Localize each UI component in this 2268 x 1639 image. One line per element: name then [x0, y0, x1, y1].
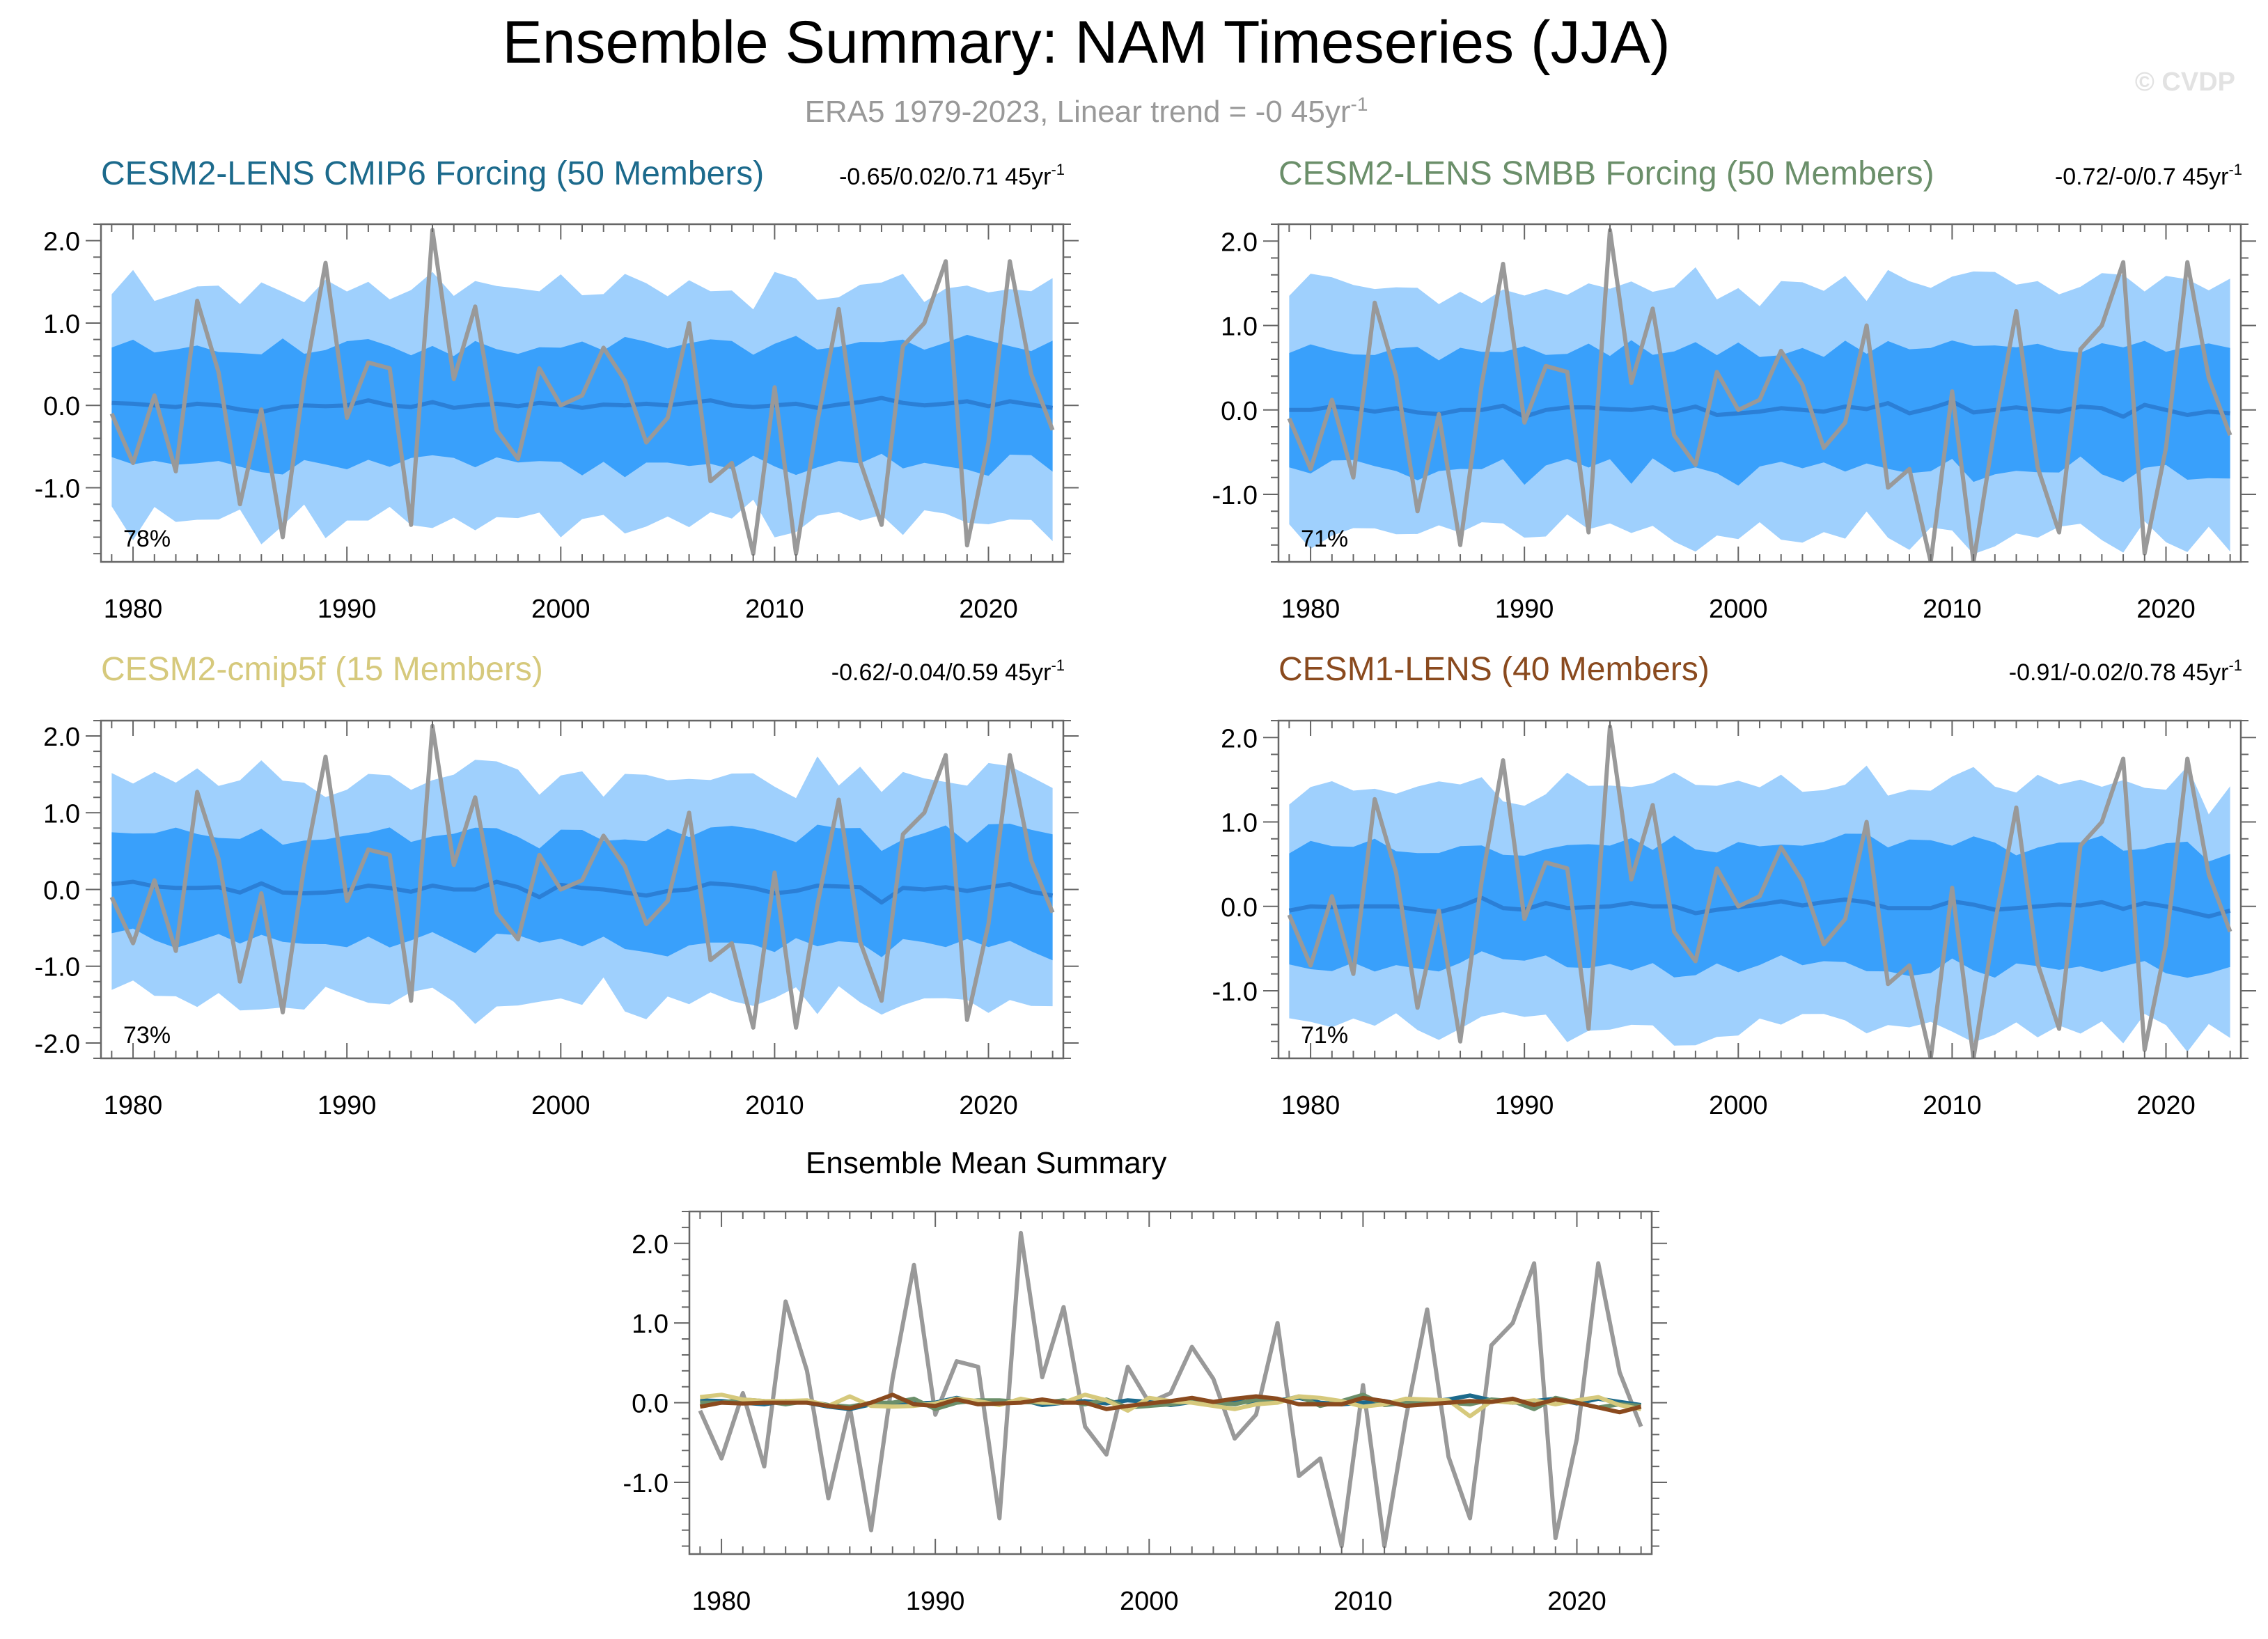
x-tick-label: 2020	[1547, 1587, 1606, 1616]
x-tick-label: 1980	[692, 1587, 751, 1616]
y-tick-label: 2.0	[632, 1230, 668, 1260]
era5-observed-line	[109, 723, 1055, 1030]
x-tick-label: 1980	[1281, 595, 1340, 624]
cvdp-watermark: © CVDP	[2135, 68, 2235, 97]
y-tick-label: 0.0	[1221, 397, 1258, 426]
x-tick-label: 2000	[1709, 595, 1768, 624]
y-tick-label: -1.0	[1212, 978, 1258, 1007]
y-tick-label: 2.0	[1221, 228, 1258, 257]
within-range-percentage: 71%	[1301, 1022, 1348, 1049]
x-tick-label: 2010	[1334, 1587, 1393, 1616]
x-tick-label: 2000	[531, 595, 591, 624]
y-tick-label: 1.0	[1221, 809, 1258, 838]
y-tick-label: 1.0	[632, 1310, 668, 1339]
ensemble-mean-line-cesm1-lens	[699, 1393, 1642, 1415]
trend-range-label: -0.62/-0.04/0.59 45yr-1	[831, 657, 1065, 686]
figure-subtitle: ERA5 1979-2023, Linear trend = -0 45yr-1	[805, 93, 1368, 129]
y-tick-label: -1.0	[623, 1469, 668, 1498]
x-tick-label: 2020	[2136, 1091, 2196, 1120]
y-tick-label: 0.0	[43, 877, 80, 906]
y-tick-label: 1.0	[43, 310, 80, 339]
trend-range-label: -0.72/-0/0.7 45yr-1	[2055, 161, 2242, 190]
y-tick-label: -1.0	[1212, 481, 1258, 510]
x-tick-label: 2010	[1923, 595, 1982, 624]
panel-cesm2-cmip5f: 1980 1990 2000 2010 2020 2.0 1.0 0.0 -1.0 -2.0 CES…	[35, 651, 1079, 1120]
subtitle-superscript: -1	[1351, 93, 1368, 115]
x-tick-label: 1990	[1495, 595, 1554, 624]
panel-title: Ensemble Mean Summary	[806, 1146, 1166, 1180]
y-tick-label: 1.0	[43, 799, 80, 829]
panel-title: CESM2-cmip5f (15 Members)	[101, 651, 543, 688]
x-tick-label: 1990	[906, 1587, 965, 1616]
x-tick-label: 1980	[104, 595, 163, 624]
panel-title: CESM2-LENS SMBB Forcing (50 Members)	[1278, 155, 1934, 192]
trend-range-superscript: -1	[2228, 657, 2242, 674]
plot-area	[1287, 724, 2232, 1058]
within-range-percentage: 73%	[123, 1022, 171, 1049]
y-tick-label: 2.0	[43, 228, 80, 257]
y-tick-label: 0.0	[632, 1390, 668, 1419]
x-tick-label: 1980	[104, 1091, 163, 1120]
x-tick-label: 2000	[531, 1091, 591, 1120]
trend-range-label: -0.65/0.02/0.71 45yr-1	[839, 161, 1065, 190]
x-tick-label: 1980	[1281, 1091, 1340, 1120]
plot-area	[1287, 228, 2232, 562]
era5-observed-line	[109, 228, 1055, 556]
x-tick-label: 1990	[1495, 1091, 1554, 1120]
trend-range-main: -0.65/0.02/0.71 45yr	[839, 164, 1051, 190]
figure-title: Ensemble Summary: NAM Timeseries (JJA)	[502, 9, 1670, 76]
era5-observed-line	[1287, 228, 2232, 562]
x-tick-label: 2020	[2136, 595, 2196, 624]
plot-area	[698, 1230, 1643, 1548]
within-range-percentage: 78%	[123, 526, 171, 552]
plot-area	[109, 723, 1055, 1030]
x-tick-label: 2010	[745, 595, 804, 624]
x-tick-label: 2000	[1120, 1587, 1179, 1616]
trend-range-main: -0.72/-0/0.7 45yr	[2055, 164, 2228, 190]
x-tick-label: 2010	[745, 1091, 804, 1120]
plot-frame	[688, 1210, 1653, 1555]
y-tick-label: 0.0	[1221, 893, 1258, 923]
trend-range-main: -0.62/-0.04/0.59 45yr	[831, 659, 1051, 686]
panel-title: CESM1-LENS (40 Members)	[1278, 651, 1710, 688]
plot-area	[109, 228, 1055, 556]
era5-observed-line	[698, 1230, 1643, 1548]
ensemble-range-inner-band	[111, 824, 1053, 961]
trend-range-main: -0.91/-0.02/0.78 45yr	[2009, 659, 2229, 686]
panel-ensemble-mean-summary: 1980 1990 2000 2010 2020 2.0 1.0 0.0 -1.0 Ensembl…	[623, 1146, 1667, 1616]
y-tick-label: -1.0	[35, 953, 80, 982]
y-tick-label: 1.0	[1221, 313, 1258, 342]
x-tick-label: 1990	[318, 595, 377, 624]
x-tick-label: 2020	[959, 1091, 1018, 1120]
y-tick-label: -1.0	[35, 475, 80, 504]
x-tick-label: 2010	[1923, 1091, 1982, 1120]
panel-cesm1-lens: 1980 1990 2000 2010 2020 2.0 1.0 0.0 -1.0 CESM1-L…	[1212, 651, 2256, 1120]
y-tick-label: 2.0	[43, 723, 80, 752]
panel-cesm2-lens-cmip6: 1980 1990 2000 2010 2020 2.0 1.0 0.0 -1.0 CESM2-L…	[35, 155, 1079, 624]
trend-range-superscript: -1	[2228, 161, 2242, 178]
panel-title: CESM2-LENS CMIP6 Forcing (50 Members)	[101, 155, 764, 192]
within-range-percentage: 71%	[1301, 526, 1348, 552]
y-tick-label: 2.0	[1221, 724, 1258, 753]
y-tick-label: -2.0	[35, 1030, 80, 1059]
y-tick-label: 0.0	[43, 392, 80, 421]
trend-range-label: -0.91/-0.02/0.78 45yr-1	[2009, 657, 2242, 686]
x-tick-label: 2020	[959, 595, 1018, 624]
era5-observed-line	[1287, 724, 2232, 1058]
trend-range-superscript: -1	[1051, 161, 1065, 178]
x-tick-label: 1990	[318, 1091, 377, 1120]
trend-range-superscript: -1	[1051, 657, 1065, 674]
subtitle-main: ERA5 1979-2023, Linear trend = -0 45yr	[805, 95, 1351, 129]
panel-cesm2-lens-smbb: 1980 1990 2000 2010 2020 2.0 1.0 0.0 -1.0 CESM2-L…	[1212, 155, 2256, 624]
x-tick-label: 2000	[1709, 1091, 1768, 1120]
